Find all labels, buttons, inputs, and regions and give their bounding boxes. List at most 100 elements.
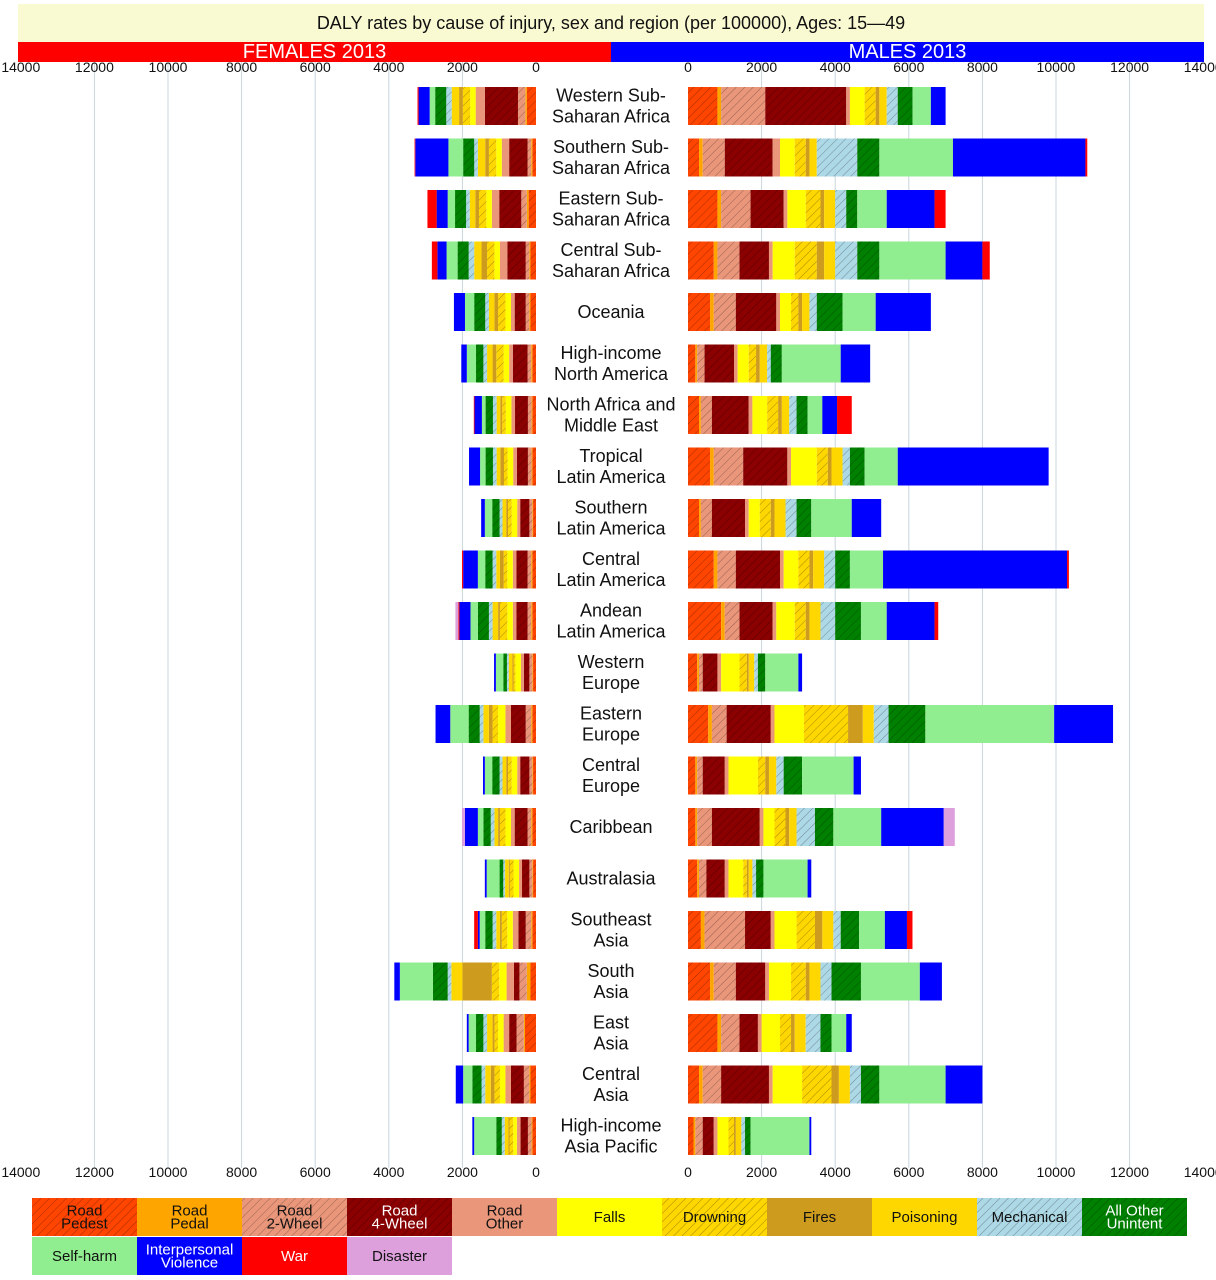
female-bar-segment: [474, 241, 482, 280]
male-bar-hatch: [780, 1014, 792, 1052]
male-bar-segment: [853, 756, 861, 795]
male-bar-hatch: [739, 241, 769, 280]
male-bar-segment: [695, 344, 698, 383]
female-bar-segment: [504, 1117, 509, 1155]
male-bar-hatch: [873, 705, 889, 743]
male-bar-hatch: [860, 1065, 880, 1104]
male-bar-hatch: [888, 705, 926, 743]
male-bar-hatch: [711, 705, 727, 743]
male-bar-hatch: [789, 396, 797, 434]
female-bar-hatch: [491, 962, 500, 1001]
female-tick-label: 10000: [149, 59, 188, 75]
male-bar-segment: [710, 293, 714, 331]
axis-ticks: 14000 14000 12000 12000 10000 10000 8000 8000 60…: [1, 59, 1216, 1180]
male-bar-segment: [930, 87, 946, 125]
female-bar-segment: [414, 138, 416, 177]
male-bar-segment: [699, 499, 701, 537]
male-bar-hatch: [688, 138, 700, 177]
female-bar-hatch: [457, 241, 469, 280]
region-label: Caribbean: [569, 817, 652, 837]
female-bar-segment: [484, 756, 493, 795]
female-bar-segment: [507, 550, 513, 589]
region-labels: Western Sub-Saharan Africa Southern Sub-S…: [546, 86, 675, 1157]
male-bar-hatch: [849, 447, 865, 486]
female-bar-segment: [463, 1065, 473, 1104]
male-bar-segment: [827, 447, 832, 486]
female-bar-segment: [526, 190, 529, 228]
female-bar-segment: [473, 396, 475, 434]
male-bar-segment: [699, 138, 703, 177]
region-label: High-income North America: [554, 343, 669, 384]
male-bar-hatch: [835, 241, 858, 280]
male-bar-segment: [838, 1065, 850, 1104]
male-bar-segment: [794, 1014, 806, 1052]
female-bar-hatch: [483, 344, 488, 383]
female-bar-hatch: [510, 1065, 524, 1104]
male-bar-hatch: [759, 499, 771, 537]
male-bar-segment: [724, 756, 729, 795]
female-bar-hatch: [522, 859, 530, 898]
female-bar-hatch: [484, 87, 518, 125]
female-bar-hatch: [432, 962, 448, 1001]
male-bar-hatch: [688, 447, 711, 486]
male-bar-segment: [864, 447, 898, 486]
male-bar-segment: [875, 87, 880, 125]
male-bar-hatch: [748, 344, 757, 383]
male-bar-segment: [879, 1065, 946, 1104]
legend-label: Road 4-Wheel: [372, 1203, 428, 1233]
male-bar-segment: [925, 705, 1055, 743]
male-bar-hatch: [739, 653, 747, 692]
male-bar-segment: [768, 1065, 773, 1104]
female-bar-segment: [512, 602, 517, 640]
male-bar-hatch: [820, 602, 836, 640]
male-bar-segment: [859, 911, 885, 949]
female-bar-segment: [474, 396, 482, 434]
female-bar-segment: [453, 293, 465, 331]
male-bar-segment: [846, 1014, 852, 1052]
male-bar-hatch: [796, 808, 815, 846]
female-bar-segment: [474, 1117, 497, 1155]
female-bar-hatch: [525, 241, 530, 280]
male-bar-hatch: [688, 550, 714, 589]
male-bar-segment: [700, 911, 705, 949]
female-tick-label: 10000: [149, 1164, 188, 1180]
legend-label: Mechanical: [992, 1209, 1068, 1226]
female-bar-segment: [529, 241, 531, 280]
male-bar-hatch: [697, 808, 712, 846]
female-bar-segment: [506, 756, 509, 795]
male-bar-hatch: [864, 87, 876, 125]
female-bar-segment: [461, 344, 467, 383]
male-bar-hatch: [688, 859, 698, 898]
male-bar-hatch: [702, 653, 718, 692]
female-bar-hatch: [520, 1117, 528, 1155]
male-bar-segment: [934, 602, 939, 640]
female-bar-segment: [458, 602, 460, 640]
male-bar-segment: [768, 756, 777, 795]
male-bar-segment: [772, 602, 777, 640]
female-tick-label: 12000: [75, 1164, 114, 1180]
female-bar-segment: [464, 808, 478, 846]
female-bar-hatch: [462, 87, 471, 125]
female-bar-segment: [515, 653, 521, 692]
legend-swatch: [137, 1237, 242, 1275]
legend-swatch: [32, 1237, 137, 1275]
female-bar-segment: [485, 1065, 491, 1104]
legend-label: Road Pedal: [170, 1203, 208, 1233]
male-bar-hatch: [757, 756, 766, 795]
female-bar-segment: [455, 602, 459, 640]
male-bar-segment: [759, 344, 768, 383]
female-bar-hatch: [503, 859, 506, 898]
male-bar-segment: [693, 1117, 696, 1155]
female-bar-segment: [486, 190, 492, 228]
male-bar-segment: [697, 653, 700, 692]
female-tick-label: 2000: [447, 1164, 478, 1180]
female-bar-segment: [529, 1065, 531, 1104]
female-bar-segment: [494, 653, 496, 692]
male-bar-segment: [798, 653, 803, 692]
male-tick-label: 8000: [967, 59, 998, 75]
female-bar-segment: [496, 447, 501, 486]
female-bar-hatch: [481, 1065, 486, 1104]
female-bar-hatch: [509, 138, 528, 177]
female-bar-segment: [415, 138, 449, 177]
male-bar-hatch: [776, 756, 784, 795]
